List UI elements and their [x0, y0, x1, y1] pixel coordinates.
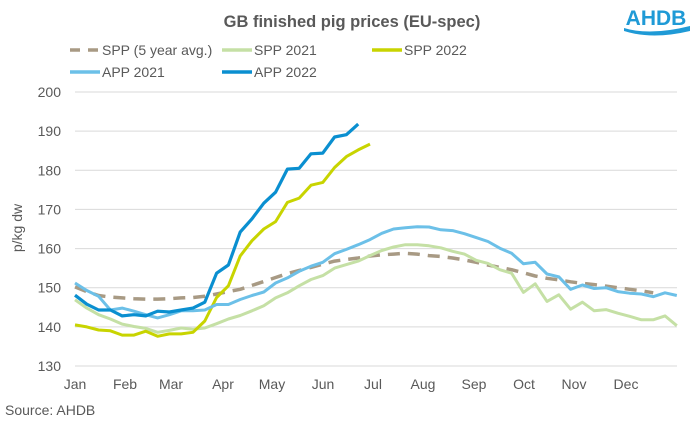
x-tick-label: Sep: [462, 376, 487, 392]
y-axis-ticks: 130 140 150 160 170 180 190 200: [38, 84, 62, 374]
chart-title: GB finished pig prices (EU-spec): [224, 13, 481, 31]
series-line-app-2021: [74, 225, 678, 320]
series-line-spp-2022: [74, 142, 371, 338]
legend-item: SPP 2022: [372, 42, 467, 58]
legend-item: SPP (5 year avg.): [70, 42, 212, 58]
y-axis-label: p/kg dw: [9, 203, 25, 252]
x-tick-label: Jun: [312, 376, 335, 392]
x-tick-label: Oct: [513, 376, 535, 392]
gridlines: [75, 91, 677, 367]
legend: SPP (5 year avg.) SPP 2021 SPP 2022 APP 202…: [70, 42, 467, 80]
y-tick-label: 130: [38, 358, 62, 374]
logo-wave-icon: [624, 26, 690, 36]
y-tick-label: 150: [38, 280, 62, 296]
y-tick-label: 170: [38, 201, 62, 217]
ahdb-logo: AHDB: [624, 7, 690, 36]
legend-label: APP 2022: [254, 64, 317, 80]
series-line-spp-5-year-avg: [74, 251, 654, 301]
y-tick-label: 200: [38, 84, 62, 100]
legend-item: SPP 2021: [222, 42, 317, 58]
y-tick-label: 180: [38, 162, 62, 178]
legend-label: SPP (5 year avg.): [102, 42, 212, 58]
legend-label: APP 2021: [102, 64, 165, 80]
series-lines: [74, 122, 678, 338]
x-tick-label: Nov: [562, 376, 587, 392]
x-axis-ticks: Jan Feb Mar Apr May Jun Jul Aug Sep Oct Nov Dec: [64, 376, 639, 392]
x-tick-label: Aug: [411, 376, 436, 392]
legend-label: SPP 2021: [254, 42, 317, 58]
logo-text: AHDB: [626, 7, 687, 30]
x-tick-label: Jul: [364, 376, 382, 392]
x-tick-label: Jan: [64, 376, 87, 392]
source-note: Source: AHDB: [5, 402, 95, 418]
y-tick-label: 140: [38, 319, 62, 335]
y-tick-label: 190: [38, 123, 62, 139]
series-line-spp-2021: [74, 243, 678, 334]
x-tick-label: Mar: [159, 376, 183, 392]
x-tick-label: May: [259, 376, 285, 392]
x-tick-label: Feb: [113, 376, 137, 392]
y-tick-label: 160: [38, 241, 62, 257]
legend-label: SPP 2022: [404, 42, 467, 58]
legend-item: APP 2021: [70, 64, 165, 80]
x-tick-label: Dec: [614, 376, 639, 392]
x-tick-label: Apr: [212, 376, 234, 392]
series-line-app-2022: [74, 122, 360, 318]
legend-item: APP 2022: [222, 64, 317, 80]
